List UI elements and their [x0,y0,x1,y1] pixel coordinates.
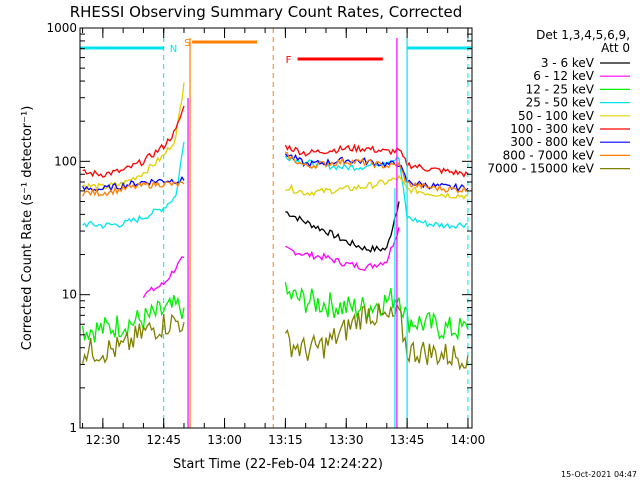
legend-entry-label: 300 - 800 keV [510,135,594,149]
series-line [82,141,185,229]
flag-label: F [286,55,292,66]
legend-entry-label: 100 - 300 keV [510,122,594,136]
gaps-layer [187,38,408,428]
x-tick-label: 12:30 [86,433,121,447]
flags-layer: NS F [80,28,472,428]
legend-entry-label: 12 - 25 keV [526,82,595,96]
flag-label: N [170,44,177,55]
series-layer [81,82,469,371]
x-tick-label: 13:30 [329,433,364,447]
legend-entry-label: 6 - 12 keV [533,69,595,83]
series-line [284,143,469,178]
chart-title: RHESSI Observing Summary Count Rates, Co… [70,3,463,21]
x-tick-label: 12:45 [146,433,181,447]
series-line [285,227,400,272]
series-line [285,201,400,253]
series-line [284,281,469,341]
series-line [285,151,469,194]
y-axis-label: Corrected Count Rate (s⁻¹ detector⁻¹) [20,106,35,351]
x-tick-label: 13:45 [390,433,425,447]
legend-entry-label: 7000 - 15000 keV [487,162,594,176]
legend-entry-label: 25 - 50 keV [526,96,595,110]
series-line [82,179,185,197]
x-axis: 12:30 12:45 13:00 13:15 13:30 13:45 14:00 [82,28,486,447]
x-axis-label: Start Time (22-Feb-04 12:24:22) [173,457,383,472]
legend-entry-label: 3 - 6 keV [541,56,595,70]
x-tick-label: 14:00 [451,433,486,447]
series-line [284,302,469,371]
plot-frame [79,27,473,429]
legend-header-line-2: Att 0 [601,41,630,55]
footer-date: 15-Oct-2021 04:47 [561,470,637,479]
x-tick-label: 13:15 [268,433,303,447]
series-line [142,256,185,299]
legend-header-line-1: Det 1,3,4,5,6,9, [536,28,630,42]
series-line [81,294,185,343]
series-line [82,82,185,192]
series-line [81,313,185,364]
y-tick-label: 100 [54,154,77,168]
y-tick-label: 1 [69,421,77,435]
y-axis: 1 10 100 1000 [46,21,472,435]
y-tick-label: 1000 [46,21,77,35]
series-line [82,105,185,178]
y-tick-label: 10 [62,288,77,302]
legend-entry-label: 800 - 7000 keV [503,148,595,162]
flag-label: S [184,38,190,49]
series-line [82,175,185,193]
x-tick-label: 13:00 [207,433,242,447]
legend-entry-label: 50 - 100 keV [518,109,595,123]
series-line [285,174,469,200]
